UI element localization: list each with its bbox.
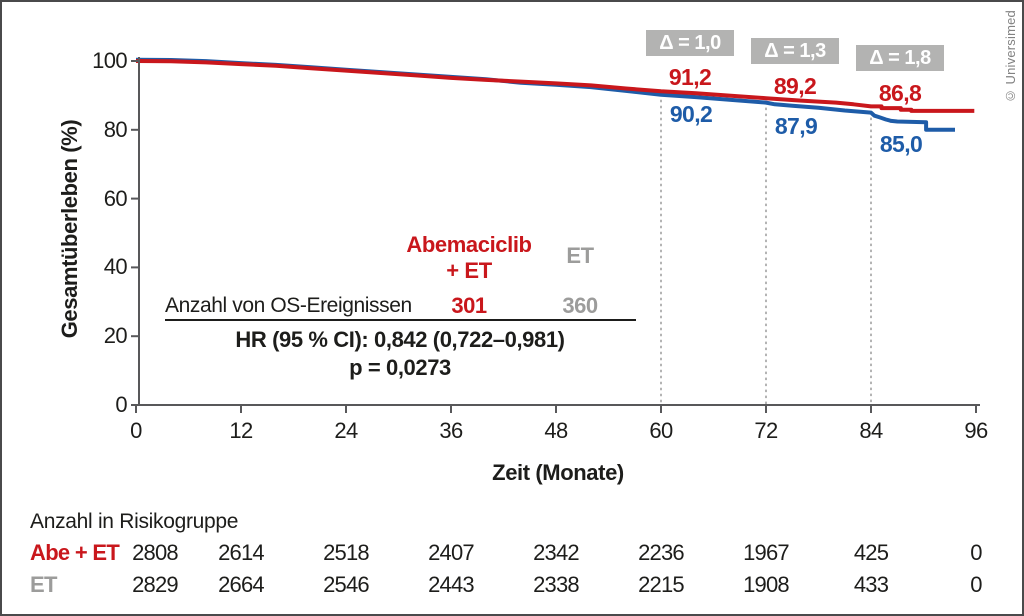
stats-divider xyxy=(165,319,636,321)
os-events-label: Anzahl von OS-Ereignissen xyxy=(165,294,412,317)
x-tick-label: 12 xyxy=(229,418,253,443)
x-tick-label: 96 xyxy=(964,418,988,443)
risk-value: 2518 xyxy=(323,540,370,565)
abe-et-milestone-value: 89,2 xyxy=(773,73,817,99)
risk-value: 0 xyxy=(970,540,982,565)
os-events-et-value: 360 xyxy=(562,293,598,318)
delta-badge: Δ = 1,0 xyxy=(646,30,734,56)
x-tick-label: 60 xyxy=(649,418,673,443)
y-tick-label: 0 xyxy=(115,392,127,417)
risk-value: 2338 xyxy=(533,572,580,597)
stats-col-abe-header-line1: Abemaciclib xyxy=(406,232,532,257)
abe-et-milestone-value: 86,8 xyxy=(878,80,922,106)
y-tick-label: 20 xyxy=(103,323,128,349)
copyright-credit: © Universimed xyxy=(1003,10,1018,104)
axes xyxy=(131,57,980,413)
x-tick-label: 72 xyxy=(754,418,778,443)
risk-value: 2342 xyxy=(533,540,580,565)
et-milestone-value: 87,9 xyxy=(774,113,818,139)
risk-value: 2215 xyxy=(638,572,685,597)
stats-col-et-header: ET xyxy=(566,243,594,268)
y-tick-label: 40 xyxy=(103,254,128,280)
risk-table-title: Anzahl in Risikogruppe xyxy=(30,510,239,533)
risk-value: 2614 xyxy=(218,540,265,565)
p-value-text: p = 0,0273 xyxy=(349,355,451,380)
abe-et-milestone-value: 91,2 xyxy=(668,64,712,90)
x-tick-label: 24 xyxy=(334,418,358,443)
risk-value: 2808 xyxy=(132,540,179,565)
risk-value: 2236 xyxy=(638,540,685,565)
y-tick-label: 80 xyxy=(103,116,128,142)
milestone-dotted-lines xyxy=(660,99,872,405)
x-axis-title: Zeit (Monate) xyxy=(492,460,624,485)
et-milestone-value: 85,0 xyxy=(879,131,923,157)
y-tick-label: 60 xyxy=(103,185,128,211)
risk-value: 2546 xyxy=(323,572,370,597)
risk-value: 2829 xyxy=(132,572,179,597)
x-tick-label: 36 xyxy=(439,418,463,443)
abemaciclib-et-curve xyxy=(135,59,975,113)
risk-row-label-abe-et: Abe + ET xyxy=(30,540,120,565)
delta-badge: Δ = 1,8 xyxy=(856,45,944,71)
risk-row-label-et: ET xyxy=(30,572,57,597)
risk-value: 2664 xyxy=(218,572,265,597)
risk-value: 425 xyxy=(853,540,889,565)
et-milestone-value: 90,2 xyxy=(669,101,713,127)
stats-col-abe-header-line2: + ET xyxy=(446,258,492,283)
x-tick-label: 0 xyxy=(130,418,142,443)
risk-value: 0 xyxy=(970,572,982,597)
os-events-abe-value: 301 xyxy=(451,293,487,318)
risk-value: 1908 xyxy=(743,572,790,597)
x-tick-label: 48 xyxy=(544,418,568,443)
hazard-ratio-text: HR (95 % CI): 0,842 (0,722–0,981) xyxy=(235,327,565,352)
risk-value: 2443 xyxy=(428,572,475,597)
et-curve xyxy=(135,57,955,132)
risk-value: 2407 xyxy=(428,540,475,565)
delta-badge: Δ = 1,3 xyxy=(751,38,839,64)
risk-value: 1967 xyxy=(743,540,790,565)
x-tick-label: 84 xyxy=(859,418,883,443)
risk-value: 433 xyxy=(853,572,889,597)
y-tick-label: 100 xyxy=(92,48,128,73)
